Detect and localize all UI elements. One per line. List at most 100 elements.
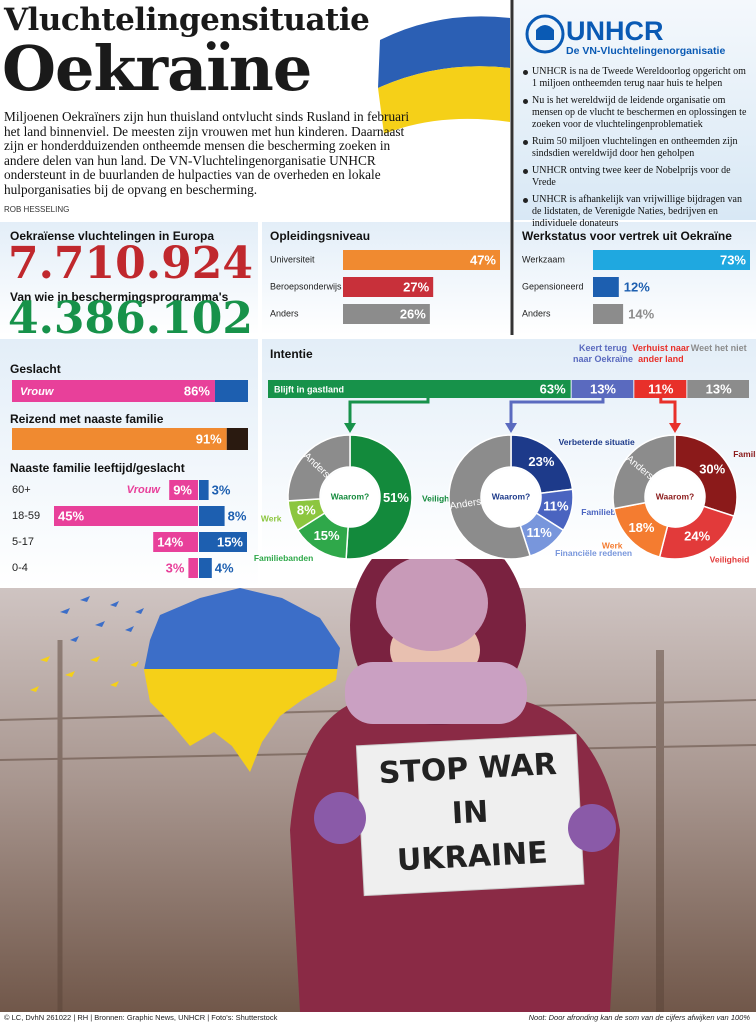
share-rest <box>214 380 248 402</box>
age-bar <box>169 480 198 500</box>
protected-label: Van wie in beschermingsprogramma's <box>10 290 229 304</box>
intent-category: Blijft in gastland <box>274 384 344 394</box>
intent-segment <box>571 380 634 398</box>
donut-hole <box>482 468 540 526</box>
bar-value: 27% <box>403 279 429 294</box>
share-bar <box>12 380 215 402</box>
intent-segment <box>634 380 687 398</box>
age-bar <box>54 506 198 526</box>
donut-value: 15% <box>314 528 340 543</box>
donut-category: Werk <box>261 513 282 523</box>
panel <box>514 222 756 335</box>
age-category: 60+ <box>12 484 31 496</box>
share-rest <box>226 428 248 450</box>
bullet: UNHCR is na de Tweede Wereldoorlog opger… <box>522 66 750 90</box>
intent-category: Verhuist naar ander land <box>632 343 690 364</box>
age-value: 9% <box>173 482 192 497</box>
work-title: Werkstatus voor vertrek uit Oekraïne <box>522 229 732 243</box>
donut-category: Familiebezoek <box>581 507 639 517</box>
age-value: 45% <box>58 508 84 523</box>
gender-title: Geslacht <box>10 362 61 376</box>
refugees-number: 7.710.924 <box>8 238 253 289</box>
intent-value: 11% <box>648 381 674 396</box>
arrow <box>348 398 430 425</box>
donut-value: 18% <box>628 520 654 535</box>
age-value: 14% <box>157 534 183 549</box>
education-title: Opleidingsniveau <box>270 229 371 243</box>
flag-yellow <box>378 66 510 134</box>
donut-category: Veiligheid <box>422 494 462 504</box>
age-value: 4% <box>215 560 234 575</box>
bar-value: 14% <box>628 306 654 321</box>
donut-value: 11% <box>527 525 553 540</box>
share-value: 86% <box>184 383 210 398</box>
unhcr-panel <box>514 0 756 220</box>
age-bar <box>199 480 209 500</box>
unhcr-emblem-figure <box>536 25 554 40</box>
intent-value: 13% <box>706 381 732 396</box>
legend-label: Vrouw <box>127 484 162 496</box>
bar-value: 26% <box>400 306 426 321</box>
donut-segment <box>448 434 532 560</box>
sign-line: UKRAINE <box>396 836 548 879</box>
age-value: 15% <box>217 534 243 549</box>
bar-category: Gepensioneerd <box>522 281 584 291</box>
intent-value: 13% <box>590 381 616 396</box>
bullet: UNHCR ontving twee keer de Nobelprijs vo… <box>522 165 750 189</box>
flag-blue <box>378 16 510 89</box>
donut-value: 8% <box>297 503 316 518</box>
byline: ROB HESSELING <box>4 205 70 214</box>
footer-note: Noot: Door afronding kan de som van de c… <box>528 1013 750 1022</box>
bar <box>343 277 434 297</box>
bullet: Nu is het wereldwijd de leidende organis… <box>522 95 750 131</box>
share-category: Vrouw <box>20 386 55 398</box>
donut-value: 23% <box>528 454 554 469</box>
intro: Miljoenen Oekraïners zijn hun thuisland … <box>4 109 410 197</box>
donut-center: Waarom? <box>331 491 369 501</box>
intent-value: 63% <box>540 381 566 396</box>
unhcr-subtitle: De VN-Vluchtelingenorganisatie <box>566 45 726 57</box>
age-bar <box>199 532 247 552</box>
intent-segment <box>687 380 749 398</box>
bar <box>593 250 750 270</box>
donut-segment <box>287 434 351 502</box>
unhcr-logo: UNHCR <box>566 16 664 46</box>
donut-hole <box>321 468 379 526</box>
donut-value: 30% <box>699 461 725 476</box>
bar <box>343 250 500 270</box>
bar-value: 12% <box>624 279 650 294</box>
footer-bg <box>0 1012 756 1024</box>
age-title: Naaste familie leeftijd/geslacht <box>10 461 185 475</box>
family-title: Reizend met naaste familie <box>10 412 164 426</box>
donut-segment <box>674 434 738 518</box>
share-bar <box>12 428 227 450</box>
child <box>290 525 620 1012</box>
bar-value: 47% <box>470 252 496 267</box>
arrow <box>509 398 605 425</box>
intent-category: Weet het niet <box>690 343 747 353</box>
donut-value: 11% <box>543 498 569 513</box>
arrow-head <box>669 423 681 433</box>
age-bar <box>188 558 198 578</box>
intent-category: Keert terug naar Oekraïne <box>572 343 633 364</box>
bar-category: Anders <box>522 308 551 318</box>
donut-hole <box>646 468 704 526</box>
donut-center: Waarom? <box>656 491 694 501</box>
donut-category: Familiebanden <box>733 449 756 459</box>
bullet: UNHCR is afhankelijk van vrijwillige bij… <box>522 194 750 230</box>
title-line-2: Oekraïne <box>2 32 312 105</box>
donut-category: Financiële redenen <box>555 548 632 558</box>
arrow-head <box>344 423 356 433</box>
donut-category: Werk <box>602 541 623 551</box>
donut-category: Verbeterde situatie <box>559 437 635 447</box>
age-bar <box>153 532 198 552</box>
bar <box>343 304 430 324</box>
donut-category: Anders <box>449 496 482 512</box>
title-line-1: Vluchtelingensituatie <box>4 2 370 38</box>
bar-category: Universiteit <box>270 254 315 264</box>
footer-credits: © LC, DvhN 261022 | RH | Bronnen: Graphi… <box>4 1013 278 1022</box>
age-value: 8% <box>228 508 247 523</box>
bullet: Ruim 50 miljoen vluchtelingen en ontheem… <box>522 136 750 160</box>
